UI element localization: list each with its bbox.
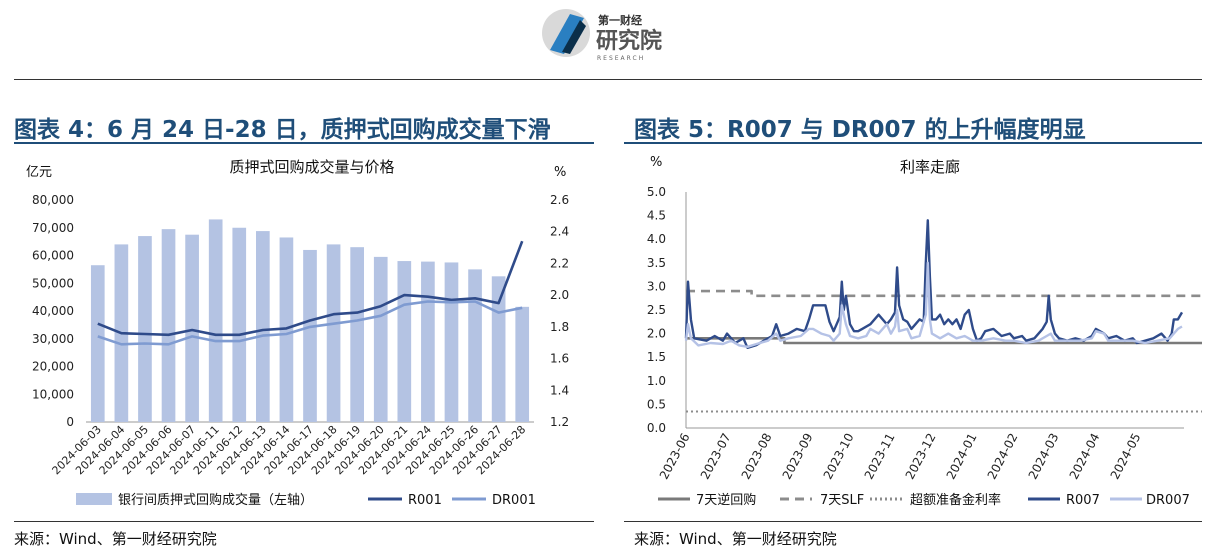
legend-label-3: R007 [1066, 493, 1100, 508]
legend-label-r001: R001 [408, 493, 442, 508]
y-tick-label: 0.0 [647, 421, 666, 435]
volume-bar [350, 247, 364, 422]
y-tick-label: 4.5 [647, 209, 666, 223]
logo-text-main: 研究院 [596, 28, 662, 54]
series-line-3 [684, 219, 1184, 350]
legend-label-2: 超额准备金利率 [910, 492, 1001, 508]
chart-title: 利率走廊 [900, 158, 960, 176]
logo-text-top: 第一财经 [598, 13, 642, 27]
right-tick-label: 1.4 [550, 383, 569, 397]
left-tick-label: 70,000 [32, 221, 74, 235]
legend-label-volume: 银行间质押式回购成交量（左轴） [118, 492, 313, 508]
volume-bar [90, 265, 105, 422]
left-title-rule [14, 142, 594, 144]
volume-bar [326, 244, 341, 422]
volume-bar [491, 276, 506, 422]
x-tick-label: 2024-02 [985, 431, 1021, 482]
series-line-1 [686, 289, 1202, 298]
right-tick-label: 2.0 [550, 288, 569, 302]
x-tick-label: 2023-10 [821, 431, 857, 482]
volume-bar [208, 219, 223, 422]
chart-title: 质押式回购成交量与价格 [229, 158, 394, 176]
left-panel-title: 图表 4：6 月 24 日-28 日，质押式回购成交量下滑 [14, 117, 551, 143]
rate-corridor-chart: 利率走廊 % 0.0 0.5 1.0 1.5 2.0 2.5 3.0 3.5 4.0 4.5 5.0… [647, 155, 1202, 508]
volume-bar [279, 237, 294, 422]
x-tick-label: 2024-04 [1067, 431, 1103, 482]
legend-label-4: DR007 [1146, 493, 1190, 508]
volume-bar [444, 262, 459, 422]
left-tick-label: 50,000 [32, 276, 74, 290]
left-tick-label: 60,000 [32, 249, 74, 263]
volume-bar [185, 234, 199, 422]
r001-line [97, 240, 524, 337]
left-tick-label: 80,000 [32, 193, 74, 207]
legend-swatch-volume [76, 493, 112, 505]
repo-volume-price-chart: 质押式回购成交量与价格 亿元 % 0 10,000 20,000 30,000 40,0… [26, 158, 569, 508]
right-tick-label: 1.2 [550, 415, 569, 429]
x-tick-label: 2024-05 [1108, 431, 1144, 482]
right-axis-unit: % [554, 165, 566, 180]
volume-bar [373, 256, 388, 422]
left-tick-label: 40,000 [32, 304, 74, 318]
left-tick-label: 20,000 [32, 360, 74, 374]
logo: 第一财经 研究院 RESEARCH [540, 4, 680, 64]
x-tick-label: 2023-11 [862, 431, 898, 482]
volume-bar [161, 229, 176, 422]
right-source-note: 来源：Wind、第一财经研究院 [634, 530, 837, 548]
volume-bar [515, 306, 530, 422]
right-tick-label: 2.2 [550, 256, 569, 270]
y-tick-label: 3.5 [647, 256, 666, 270]
volume-bar [232, 227, 247, 422]
x-tick-label: 2024-01 [944, 431, 980, 482]
dr001-line [97, 300, 523, 346]
left-axis-unit: 亿元 [26, 165, 52, 180]
right-tick-label: 1.8 [550, 320, 569, 334]
y-tick-label: 5.0 [647, 185, 666, 199]
logo-text-sub: RESEARCH [597, 55, 645, 62]
y-tick-label: 1.5 [647, 350, 666, 364]
volume-bar [468, 269, 482, 422]
right-tick-label: 2.4 [550, 225, 569, 239]
left-tick-label: 0 [66, 415, 74, 429]
y-tick-label: 0.5 [647, 397, 666, 411]
legend-label-0: 7天逆回购 [696, 492, 756, 508]
left-tick-label: 10,000 [32, 387, 74, 401]
x-tick-label: 2023-12 [903, 431, 939, 482]
volume-bar [303, 249, 317, 422]
legend-label-dr001: DR001 [492, 493, 536, 508]
left-source-rule [14, 521, 594, 522]
right-tick-label: 2.6 [550, 193, 569, 207]
legend-label-1: 7天SLF [820, 493, 864, 508]
y-tick-label: 4.0 [647, 232, 666, 246]
x-tick-label: 2023-08 [739, 431, 775, 482]
x-tick-label: 2023-06 [657, 431, 693, 482]
volume-bar [421, 261, 435, 422]
left-tick-label: 30,000 [32, 332, 74, 346]
x-tick-label: 2023-07 [698, 431, 734, 482]
right-tick-label: 1.6 [550, 352, 569, 366]
right-title-rule [624, 142, 1202, 144]
left-source-note: 来源：Wind、第一财经研究院 [14, 530, 217, 548]
x-tick-label: 2023-09 [780, 431, 816, 482]
series-line-4 [684, 261, 1183, 349]
right-source-rule [624, 521, 1202, 522]
volume-bar [138, 236, 152, 422]
right-panel-title: 图表 5：R007 与 DR007 的上升幅度明显 [634, 117, 1086, 143]
header-divider [14, 79, 1202, 80]
y-tick-label: 1.0 [647, 374, 666, 388]
y-axis-unit: % [650, 155, 662, 170]
y-tick-label: 2.5 [647, 303, 666, 317]
volume-bar [397, 261, 412, 422]
y-tick-label: 2.0 [647, 327, 666, 341]
x-tick-label: 2024-03 [1026, 431, 1062, 482]
volume-bar [256, 231, 270, 422]
y-tick-label: 3.0 [647, 279, 666, 293]
